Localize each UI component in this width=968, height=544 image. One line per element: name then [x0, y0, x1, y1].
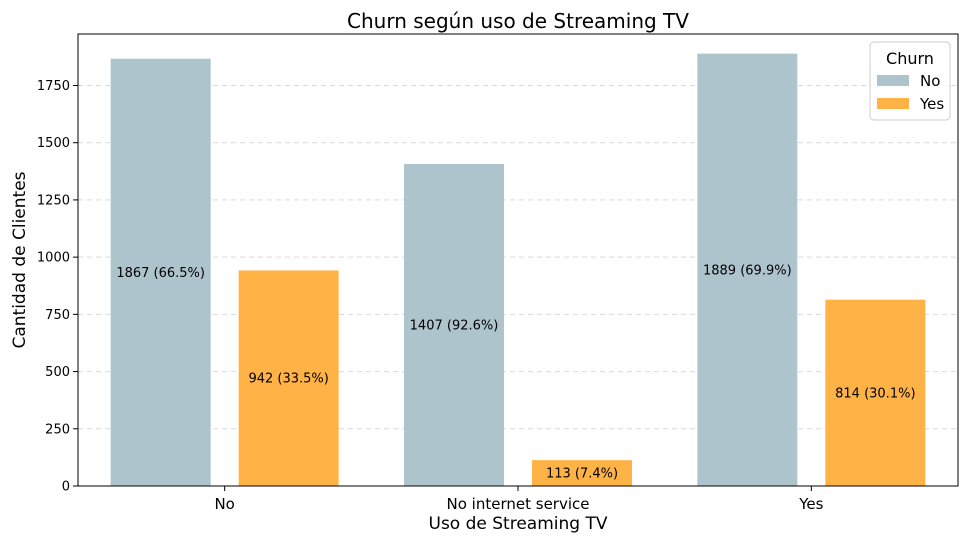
bar-yes-2 — [825, 299, 926, 486]
y-tick-label: 1250 — [37, 193, 70, 208]
bar-data-label: 1867 (66.5%) — [116, 266, 205, 281]
legend-label-yes: Yes — [919, 95, 944, 113]
grid — [78, 84, 958, 430]
bar-data-label: 1407 (92.6%) — [410, 318, 499, 333]
legend-items: No Yes — [877, 72, 944, 113]
y-tick-label: 1000 — [37, 251, 70, 266]
bar-yes-0 — [238, 270, 339, 486]
y-tick-label: 500 — [45, 365, 70, 380]
x-axis-ticks: No No internet service Yes — [214, 486, 824, 513]
bar-data-label: 113 (7.4%) — [546, 467, 618, 482]
bar-no-1 — [404, 163, 504, 486]
bar-data-label: 1889 (69.9%) — [703, 263, 792, 278]
legend-label-no: No — [920, 72, 940, 90]
y-axis-label: Cantidad de Clientes — [10, 171, 30, 348]
bar-labels: 1867 (66.5%) 942 (33.5%) 1407 (92.6%) 113 (… — [116, 263, 915, 481]
x-axis-label: Uso de Streaming TV — [429, 514, 608, 534]
y-tick-label: 750 — [45, 308, 70, 323]
y-tick-label: 0 — [62, 480, 70, 495]
legend-title: Churn — [886, 49, 934, 68]
bars — [110, 53, 926, 487]
x-tick-label: Yes — [798, 495, 823, 513]
bar-no-0 — [110, 58, 211, 487]
y-tick-label: 1750 — [37, 79, 70, 94]
legend: Churn No Yes — [869, 41, 951, 121]
x-tick-label: No internet service — [447, 495, 590, 513]
chart-title: Churn según uso de Streaming TV — [347, 9, 689, 33]
legend-swatch-no — [877, 75, 909, 86]
bar-data-label: 814 (30.1%) — [835, 386, 915, 401]
y-tick-label: 250 — [45, 422, 70, 437]
bar-data-label: 942 (33.5%) — [248, 372, 328, 387]
bar-yes-1 — [532, 460, 632, 486]
y-tick-label: 1500 — [37, 136, 70, 151]
y-axis-ticks: 0 250 500 750 1000 1250 1500 1750 — [37, 79, 78, 495]
x-tick-label: No — [214, 495, 234, 513]
legend-swatch-yes — [877, 98, 909, 109]
bar-no-2 — [697, 53, 798, 486]
